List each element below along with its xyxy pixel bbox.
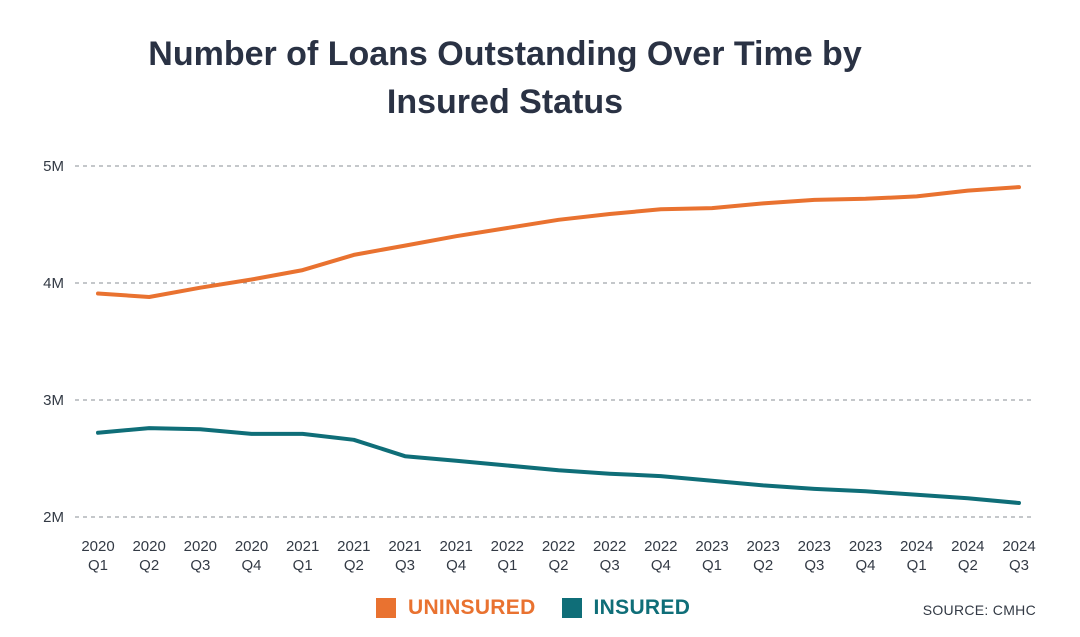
x-tick-label-year: 2023: [746, 538, 779, 555]
x-tick-label-year: 2020: [184, 538, 217, 555]
x-tick-label-quarter: Q4: [446, 557, 466, 574]
x-tick-label-quarter: Q1: [88, 557, 108, 574]
legend-swatch-insured: [561, 598, 582, 618]
legend-label-uninsured: UNINSURED: [408, 596, 536, 619]
chart-title-line-1: Number of Loans Outstanding Over Time by: [148, 35, 862, 73]
source-note: SOURCE: CMHC: [922, 602, 1036, 618]
x-tick-label-year: 2021: [286, 538, 319, 555]
x-tick-label-quarter: Q2: [958, 557, 978, 574]
y-tick-label: 2M: [43, 509, 64, 526]
y-axis-ticks: 5M 4M 3M 2M: [43, 158, 64, 526]
legend-label-insured: INSURED: [593, 596, 691, 619]
chart-title: Number of Loans Outstanding Over Time by…: [0, 30, 1010, 126]
x-tick-label-year: 2023: [695, 538, 728, 555]
series-line-uninsured: [96, 185, 1021, 299]
series-line-insured: [96, 426, 1021, 505]
x-tick-label-quarter: Q4: [651, 557, 671, 574]
x-tick-label-year: 2021: [439, 538, 472, 555]
x-tick-label-quarter: Q3: [600, 557, 620, 574]
x-tick-label-quarter: Q1: [497, 557, 517, 574]
x-tick-label-year: 2024: [900, 538, 933, 555]
x-tick-label-year: 2022: [542, 538, 575, 555]
x-tick-label-year: 2022: [491, 538, 524, 555]
x-tick-label-year: 2020: [132, 538, 165, 555]
x-tick-label-quarter: Q3: [1009, 557, 1029, 574]
x-tick-label-quarter: Q3: [804, 557, 824, 574]
x-tick-label-quarter: Q2: [548, 557, 568, 574]
x-tick-label-year: 2024: [1002, 538, 1035, 555]
x-tick-label-year: 2020: [81, 538, 114, 555]
series-lines: [96, 185, 1021, 505]
x-tick-label-year: 2020: [235, 538, 268, 555]
x-tick-label-quarter: Q2: [139, 557, 159, 574]
y-tick-label: 3M: [43, 392, 64, 409]
y-tick-label: 4M: [43, 275, 64, 292]
legend-item-uninsured: UNINSURED: [376, 596, 536, 620]
y-tick-label: 5M: [43, 158, 64, 175]
x-axis-ticks: 2020 Q1 2020 Q2 2020 Q3 2020 Q4 2021 Q1 2021 Q2 2021…: [81, 538, 1035, 574]
x-tick-label-quarter: Q3: [190, 557, 210, 574]
x-tick-label-year: 2023: [798, 538, 831, 555]
x-tick-label-quarter: Q3: [395, 557, 415, 574]
x-tick-label-quarter: Q1: [293, 557, 313, 574]
chart-title-line-2: Insured Status: [386, 83, 624, 121]
gridlines: [75, 165, 1035, 518]
x-tick-label-year: 2023: [849, 538, 882, 555]
x-tick-label-year: 2022: [593, 538, 626, 555]
x-tick-label-year: 2022: [644, 538, 677, 555]
x-tick-label-year: 2024: [951, 538, 984, 555]
legend: UNINSURED INSURED: [376, 596, 716, 620]
x-tick-label-year: 2021: [388, 538, 421, 555]
x-tick-label-year: 2021: [337, 538, 370, 555]
x-tick-label-quarter: Q2: [344, 557, 364, 574]
x-tick-label-quarter: Q4: [855, 557, 875, 574]
x-tick-label-quarter: Q1: [907, 557, 927, 574]
legend-item-insured: INSURED: [561, 596, 691, 620]
x-tick-label-quarter: Q1: [702, 557, 722, 574]
x-tick-label-quarter: Q2: [753, 557, 773, 574]
x-tick-label-quarter: Q4: [241, 557, 261, 574]
legend-swatch-uninsured: [376, 598, 396, 618]
